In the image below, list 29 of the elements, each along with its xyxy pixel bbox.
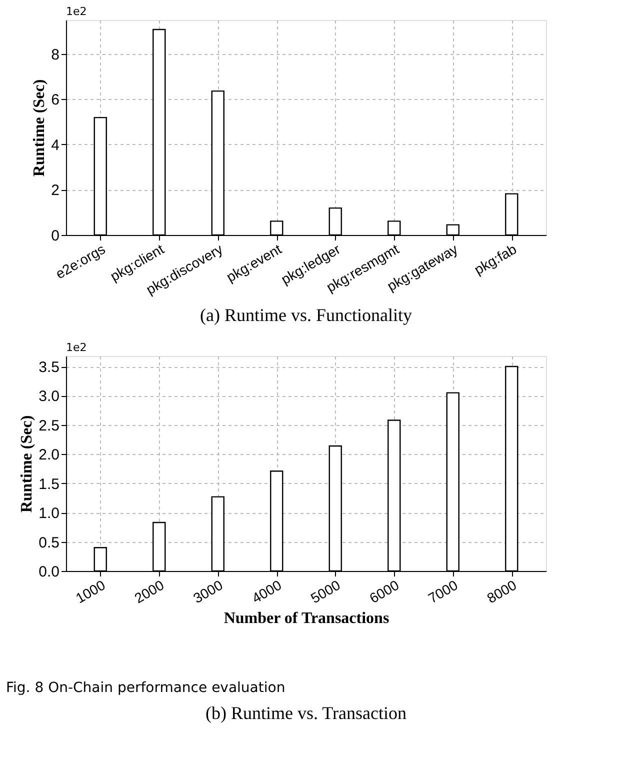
y-tick-label: 8 [51, 46, 60, 64]
x-tick-label: 3000 [190, 576, 226, 606]
text: (a) Runtime vs. Functionality [200, 304, 412, 325]
y-tick-label: 0.5 [38, 534, 60, 552]
y-tick-label: 2.0 [38, 446, 60, 464]
x-tick-label: 5000 [308, 576, 344, 606]
y-tick-label: 0 [51, 228, 60, 244]
y-tick-label: 3.0 [38, 388, 60, 406]
x-tick-label: 7000 [425, 576, 461, 606]
y-tick-label: 3.5 [38, 359, 60, 376]
y-tick-label: 0.0 [38, 564, 60, 580]
y-tick-label: 6 [51, 92, 60, 109]
x-tick-label: 4000 [249, 576, 284, 606]
x-tick-label: 2000 [132, 576, 167, 606]
x-axis-title: Number of Transactions [224, 610, 390, 628]
text: 1e2 [66, 341, 87, 354]
text: 1e2 [66, 5, 87, 18]
y-axis-title: Runtime (Sec) [31, 79, 48, 177]
x-tick-label: 6000 [366, 576, 402, 606]
y-tick-label: 2 [51, 182, 60, 200]
caption: Fig. 8 On-Chain performance evaluation [6, 680, 286, 696]
text: (b) Runtime vs. Transaction [206, 703, 406, 723]
y-tick-label: 1.0 [38, 505, 60, 522]
x-tick-label: 1000 [72, 576, 108, 606]
y-tick-label: 2.5 [38, 417, 60, 434]
x-tick-label: 8000 [484, 576, 520, 606]
y-axis-title: Runtime (Sec) [18, 415, 36, 513]
y-tick-label: 4 [51, 136, 60, 154]
y-tick-label: 1.5 [38, 476, 60, 493]
